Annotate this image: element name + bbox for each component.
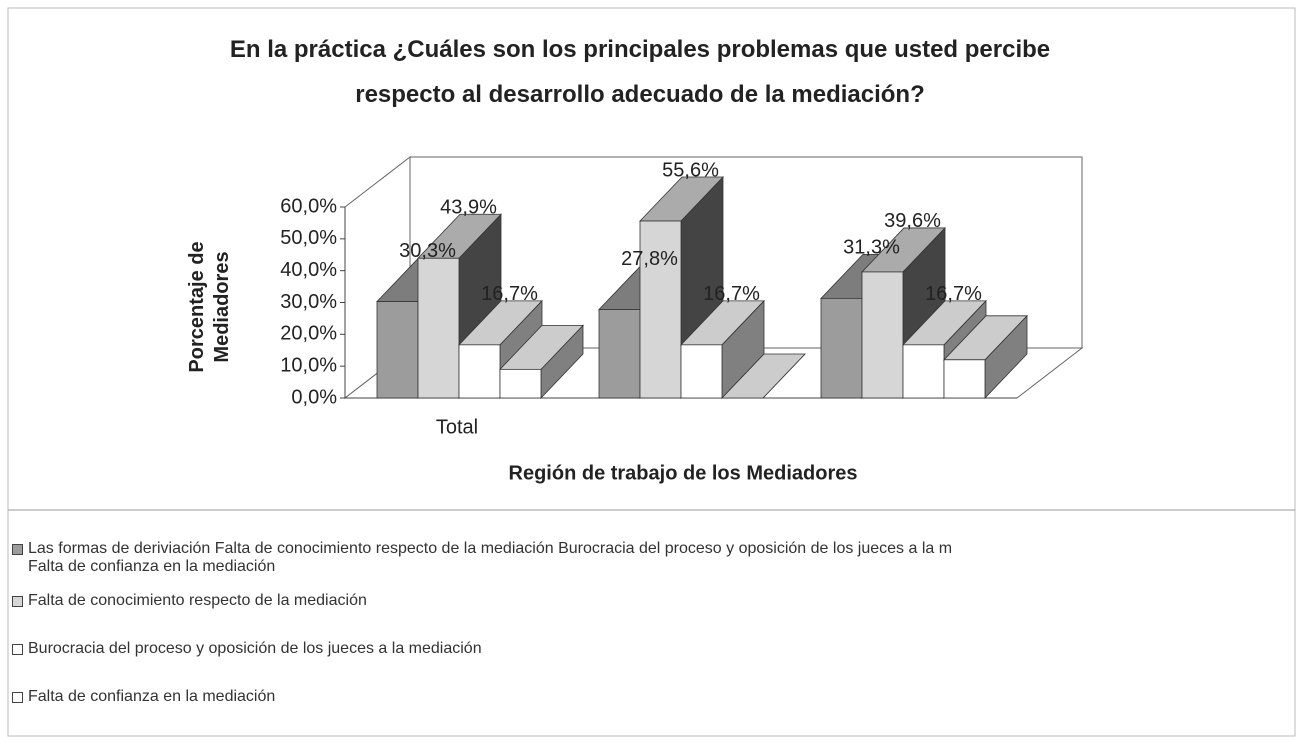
- y-tick-label: 20,0%: [280, 323, 337, 345]
- data-label: 16,7%: [925, 283, 982, 305]
- bar-front: [861, 271, 904, 399]
- legend-swatch: [12, 644, 23, 655]
- bar-front: [639, 220, 682, 399]
- x-tick-label: Total: [436, 416, 478, 438]
- y-tick-label: 60,0%: [280, 195, 337, 217]
- y-axis-label: Porcentaje de Mediadores: [186, 241, 233, 372]
- bar-top: [721, 353, 806, 399]
- bar-front: [417, 257, 460, 399]
- bar: [943, 314, 1028, 399]
- data-label: 39,6%: [884, 210, 941, 232]
- y-tick-label: 40,0%: [280, 259, 337, 281]
- data-label: 16,7%: [481, 283, 538, 305]
- bar-front: [902, 344, 945, 399]
- legend-label: Burocracia del proceso y oposición de lo…: [28, 640, 482, 657]
- data-label: 30,3%: [399, 240, 456, 262]
- data-label: 55,6%: [662, 159, 719, 181]
- legend-entry: Las formas de deriviación Falta de conoc…: [12, 540, 952, 576]
- legend-label: Falta de confianza en la mediación: [28, 688, 276, 705]
- legend-entry: Falta de conocimiento respecto de la med…: [12, 592, 367, 610]
- data-label: 43,9%: [440, 197, 497, 219]
- bar: [680, 299, 765, 399]
- legend-swatch: [12, 692, 23, 703]
- data-label: 27,8%: [621, 248, 678, 270]
- frame: [7, 7, 1296, 737]
- legend-swatch: [12, 544, 23, 555]
- legend-entry: Burocracia del proceso y oposición de lo…: [12, 640, 482, 658]
- legend-swatch: [12, 596, 23, 607]
- bar-front: [499, 368, 542, 399]
- legend-label: Falta de conocimiento respecto de la med…: [28, 592, 367, 609]
- bar: [721, 353, 806, 399]
- bar-front: [680, 344, 723, 399]
- legend-entry: Falta de confianza en la mediación: [12, 688, 275, 706]
- bar-front: [458, 344, 501, 399]
- bar-front: [820, 297, 863, 399]
- bar: [499, 324, 584, 399]
- y-tick-label: 50,0%: [280, 227, 337, 249]
- bar-front: [376, 301, 419, 399]
- x-axis-label: Región de trabajo de los Mediadores: [509, 462, 858, 484]
- bar-front: [943, 359, 986, 399]
- legend-label: Las formas de deriviación Falta de conoc…: [28, 540, 953, 575]
- y-tick-label: 10,0%: [280, 354, 337, 376]
- y-tick-label: 0,0%: [291, 386, 337, 408]
- bar-front: [598, 309, 641, 399]
- data-label: 31,3%: [843, 237, 900, 259]
- chart-title: En la práctica ¿Cuáles son los principal…: [230, 36, 1050, 108]
- y-tick-label: 30,0%: [280, 291, 337, 313]
- data-label: 16,7%: [703, 283, 760, 305]
